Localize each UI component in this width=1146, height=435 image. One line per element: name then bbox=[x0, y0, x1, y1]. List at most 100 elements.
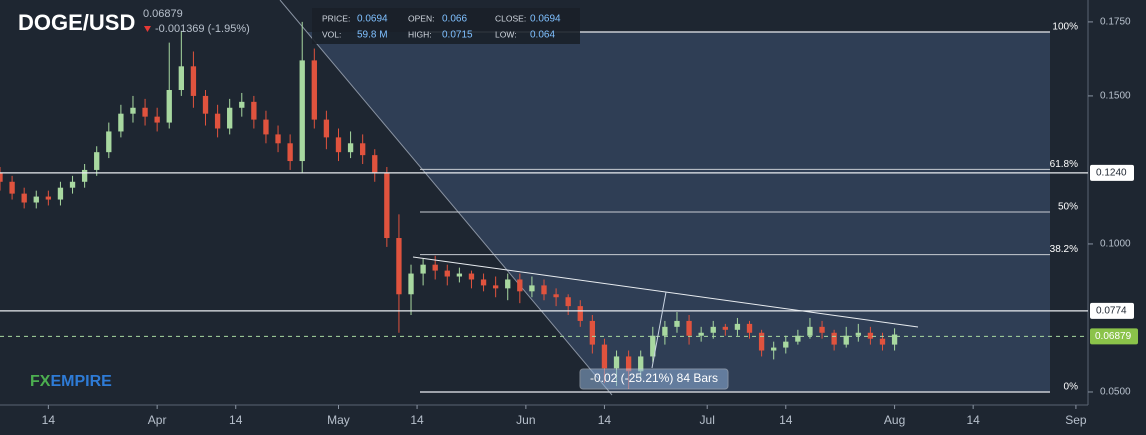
candle-body bbox=[492, 285, 499, 289]
candle-body bbox=[81, 169, 88, 182]
candle-body bbox=[795, 335, 801, 342]
x-tick-label: 14 bbox=[229, 413, 243, 427]
candle-body bbox=[45, 196, 52, 200]
info-label: PRICE: bbox=[322, 13, 350, 23]
candle-body bbox=[202, 95, 209, 114]
candle-body bbox=[21, 193, 27, 203]
candle-body bbox=[0, 172, 3, 182]
info-label: VOL: bbox=[322, 29, 341, 39]
x-tick-label: 14 bbox=[42, 413, 56, 427]
x-tick-label: 14 bbox=[966, 413, 980, 427]
candle-body bbox=[686, 320, 692, 336]
info-label: HIGH: bbox=[408, 29, 432, 39]
fib-label: 0% bbox=[1064, 382, 1079, 393]
candle-body bbox=[831, 332, 837, 345]
candle-body bbox=[263, 119, 269, 135]
last-price: 0.06879 bbox=[143, 8, 183, 20]
x-tick-label: May bbox=[327, 413, 350, 427]
candle-body bbox=[867, 332, 874, 339]
candle-body bbox=[565, 297, 571, 307]
info-value: 0.066 bbox=[442, 14, 467, 25]
candle-body bbox=[843, 335, 849, 345]
candle-body bbox=[638, 356, 644, 372]
candle-body bbox=[819, 326, 825, 333]
candle-body bbox=[323, 119, 330, 138]
info-label: OPEN: bbox=[408, 13, 434, 23]
candle-body bbox=[855, 332, 861, 336]
info-value: 0.0694 bbox=[530, 14, 561, 25]
candle-body bbox=[57, 187, 64, 200]
candle-body bbox=[9, 181, 15, 194]
candle-body bbox=[456, 273, 463, 277]
measure-line bbox=[651, 291, 667, 369]
candle-body bbox=[142, 107, 148, 117]
y-tick-label: 0.0500 bbox=[1100, 387, 1131, 398]
candle-body bbox=[420, 264, 426, 274]
candle-body bbox=[891, 334, 898, 345]
candle-body bbox=[106, 131, 112, 153]
candle-body bbox=[625, 356, 632, 372]
candle-body bbox=[239, 101, 245, 108]
x-tick-label: 14 bbox=[410, 413, 424, 427]
logo: FXEMPIRE bbox=[30, 373, 112, 390]
info-label: CLOSE: bbox=[495, 13, 526, 23]
x-tick-label: Sep bbox=[1065, 413, 1087, 427]
candle-body bbox=[650, 335, 656, 357]
candle-body bbox=[251, 101, 257, 120]
fib-label: 100% bbox=[1052, 22, 1078, 33]
candle-body bbox=[722, 326, 728, 330]
info-value: 59.8 M bbox=[357, 30, 388, 41]
candle-body bbox=[783, 341, 789, 348]
candle-body bbox=[275, 134, 281, 144]
fib-label: 50% bbox=[1058, 202, 1078, 213]
candle-body bbox=[589, 320, 596, 345]
candle-body bbox=[335, 137, 342, 153]
measure-label: -0.02 (-25.21%) 84 Bars bbox=[590, 371, 718, 385]
candle-body bbox=[879, 338, 886, 345]
candle-body bbox=[807, 326, 813, 336]
candle-body bbox=[94, 152, 100, 170]
info-label: LOW: bbox=[495, 29, 517, 39]
candle-body bbox=[372, 155, 378, 173]
candle-body bbox=[698, 332, 704, 336]
candle-body bbox=[214, 113, 221, 129]
candle-body bbox=[758, 332, 765, 351]
candle-body bbox=[190, 66, 197, 96]
candle-body bbox=[408, 273, 414, 295]
fib-label: 38.2% bbox=[1050, 244, 1078, 255]
x-tick-label: Jul bbox=[700, 413, 715, 427]
candle-body bbox=[662, 326, 668, 336]
candle-body bbox=[227, 107, 233, 129]
candle-body bbox=[432, 264, 438, 271]
x-tick-label: 14 bbox=[779, 413, 793, 427]
candle-body bbox=[384, 172, 390, 239]
info-panel: PRICE: 0.0694 OPEN: 0.066 CLOSE: 0.0694 VOL: 59… bbox=[322, 13, 561, 40]
candle-body bbox=[734, 323, 741, 330]
x-tick-label: Aug bbox=[884, 413, 905, 427]
candle-body bbox=[553, 294, 559, 298]
candle-body bbox=[517, 279, 523, 292]
candle-body bbox=[311, 60, 317, 120]
symbol-title: DOGE/USD bbox=[18, 10, 135, 35]
price-change: -0.001369 (-1.95%) bbox=[155, 23, 250, 35]
candle-body bbox=[468, 273, 475, 280]
candle-body bbox=[710, 326, 716, 333]
candle-body bbox=[529, 285, 535, 292]
candle-body bbox=[287, 143, 293, 162]
info-value: 0.0694 bbox=[357, 14, 388, 25]
level-label: 0.0774 bbox=[1096, 305, 1127, 316]
candle-body bbox=[33, 196, 39, 203]
measure-box bbox=[579, 368, 729, 390]
candle-body bbox=[360, 143, 366, 156]
candle-body bbox=[613, 356, 620, 369]
candle-body bbox=[771, 347, 777, 351]
candle-body bbox=[69, 181, 76, 188]
diagonal-line bbox=[279, 0, 613, 396]
candle-body bbox=[505, 279, 511, 289]
level-marker bbox=[1090, 164, 1134, 181]
fib-label: 61.8% bbox=[1050, 159, 1078, 170]
candle-body bbox=[396, 238, 402, 295]
info-value: 0.064 bbox=[530, 30, 555, 41]
candle-body bbox=[299, 60, 305, 162]
